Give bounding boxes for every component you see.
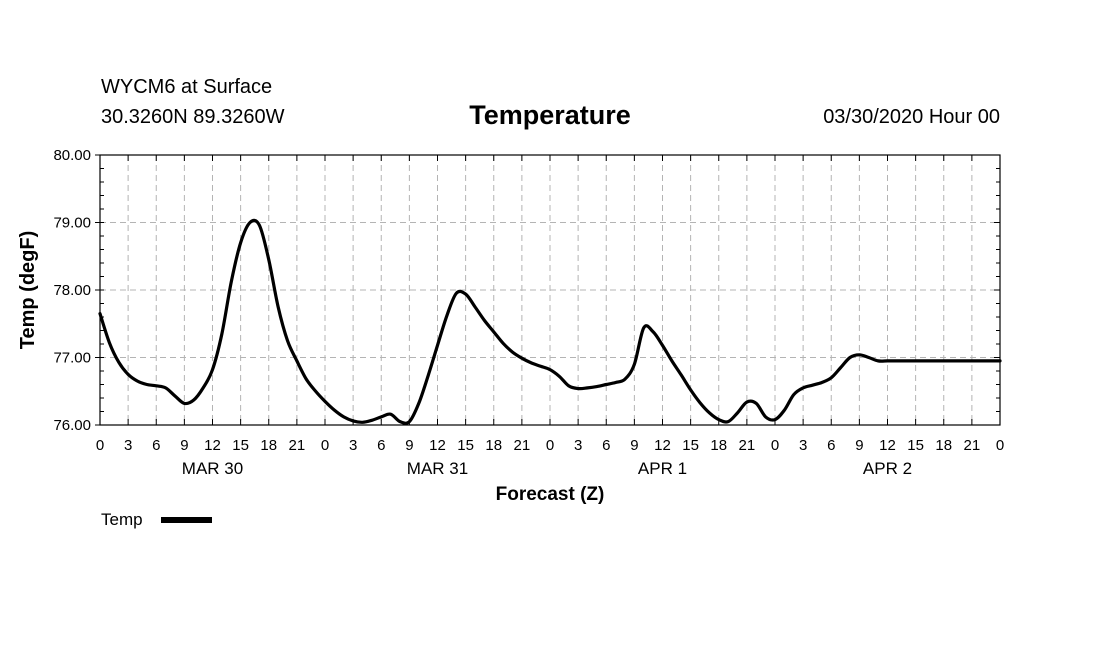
coordinates-label: 30.3260N 89.3260W: [101, 106, 285, 128]
x-tick-label: 3: [124, 437, 132, 454]
x-tick-label: 15: [907, 437, 924, 454]
x-tick-label: 3: [349, 437, 357, 454]
forecast-datetime: 03/30/2020 Hour 00: [823, 106, 1000, 128]
day-label: MAR 31: [407, 459, 468, 478]
day-label: APR 1: [638, 459, 687, 478]
x-tick-label: 6: [377, 437, 385, 454]
x-tick-label: 15: [232, 437, 249, 454]
x-tick-label: 18: [260, 437, 277, 454]
x-tick-label: 6: [152, 437, 160, 454]
station-label: WYCM6 at Surface: [101, 76, 273, 98]
x-tick-label: 21: [964, 437, 981, 454]
x-tick-label: 6: [827, 437, 835, 454]
y-tick-label: 80.00: [53, 147, 91, 164]
x-tick-label: 0: [546, 437, 554, 454]
x-tick-label: 21: [739, 437, 756, 454]
x-tick-label: 9: [630, 437, 638, 454]
chart-title: Temperature: [469, 100, 631, 130]
y-tick-label: 77.00: [53, 350, 91, 367]
x-tick-label: 9: [405, 437, 413, 454]
x-tick-label: 3: [799, 437, 807, 454]
x-tick-label: 12: [429, 437, 446, 454]
y-tick-label: 78.00: [53, 282, 91, 299]
plot-frame: [99, 154, 1001, 426]
day-label: MAR 30: [182, 459, 243, 478]
day-label: APR 2: [863, 459, 912, 478]
x-tick-label: 12: [204, 437, 221, 454]
x-axis-title: Forecast (Z): [496, 484, 605, 505]
x-tick-label: 3: [574, 437, 582, 454]
x-tick-label: 15: [682, 437, 699, 454]
x-tick-label: 9: [855, 437, 863, 454]
y-axis-title: Temp (degF): [17, 231, 39, 350]
x-tick-label: 9: [180, 437, 188, 454]
y-tick-label: 79.00: [53, 215, 91, 232]
x-tick-label: 12: [879, 437, 896, 454]
x-tick-label: 0: [96, 437, 104, 454]
x-tick-label: 0: [771, 437, 779, 454]
x-tick-label: 0: [321, 437, 329, 454]
y-tick-label: 76.00: [53, 417, 91, 434]
legend-label: Temp: [101, 510, 143, 529]
x-tick-label: 12: [654, 437, 671, 454]
series-line-temp: [98, 218, 1002, 425]
x-tick-label: 15: [457, 437, 474, 454]
x-tick-label: 0: [996, 437, 1004, 454]
x-tick-label: 6: [602, 437, 610, 454]
x-tick-label: 18: [935, 437, 952, 454]
legend-line-swatch: [161, 517, 212, 523]
x-tick-label: 21: [289, 437, 306, 454]
x-tick-label: 21: [514, 437, 531, 454]
x-tick-label: 18: [485, 437, 502, 454]
x-tick-label: 18: [710, 437, 727, 454]
